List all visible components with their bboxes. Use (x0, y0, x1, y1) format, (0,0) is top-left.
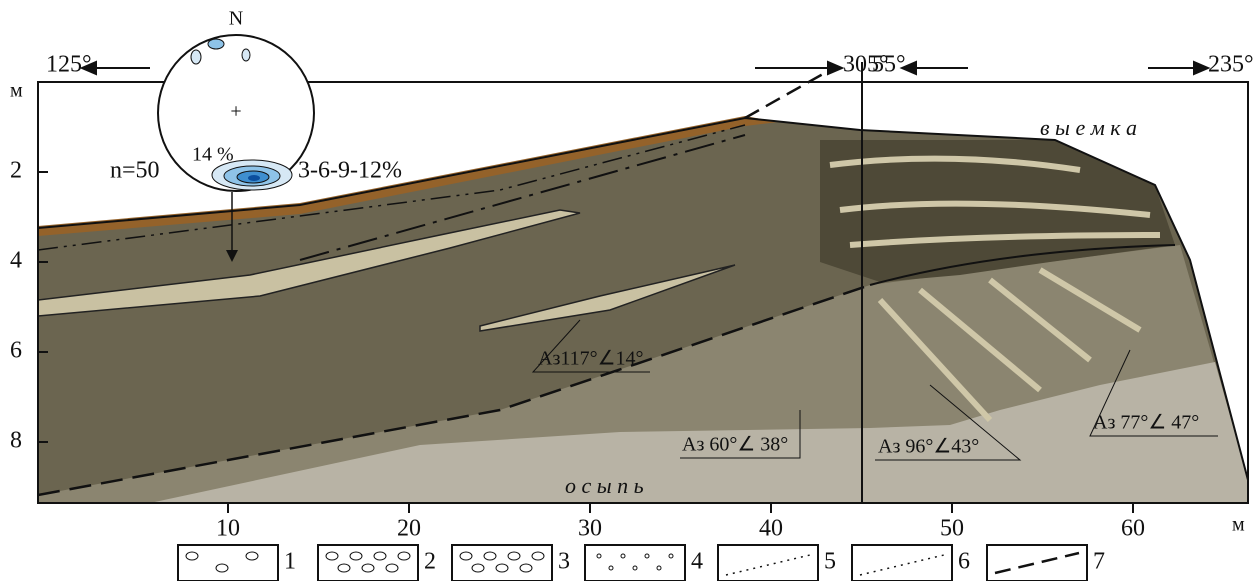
legend-swatch (852, 545, 952, 581)
measurement-label: Аз 77°∠ 47° (1093, 412, 1199, 434)
measurement-label: Аз 96°∠43° (878, 436, 979, 458)
y-tick-label: 6 (10, 338, 22, 364)
contour (248, 175, 260, 181)
x-tick-label: 60 (1121, 516, 1145, 542)
measurement-label: Аз 60°∠ 38° (682, 434, 788, 456)
legend-number: 7 (1093, 549, 1105, 575)
legend-swatch (987, 545, 1087, 581)
direction-label: 125° (46, 52, 92, 78)
direction-label: 235° (1208, 52, 1254, 78)
legend-swatch (318, 545, 418, 581)
scree-label: о с ы п ь (565, 473, 644, 498)
y-axis-unit: м (10, 80, 23, 102)
maximum-label: 14 % (192, 144, 234, 166)
legend-swatch (178, 545, 278, 581)
legend-number: 4 (691, 549, 703, 575)
legend-number: 6 (958, 549, 970, 575)
legend-swatch (718, 545, 818, 581)
legend: 1 2 3 4 5 6 7 (178, 545, 1105, 581)
y-tick-label: 4 (10, 248, 22, 274)
measurement-label: Аз117°∠14° (538, 348, 644, 370)
legend-number: 5 (824, 549, 836, 575)
direction-label: 55° (872, 52, 906, 78)
projection-line (745, 70, 830, 118)
legend-swatch (585, 545, 685, 581)
x-tick-label: 10 (216, 516, 240, 542)
y-tick-label: 8 (10, 428, 22, 454)
contour (191, 50, 201, 64)
count-label: n=50 (110, 158, 160, 184)
net-center: + (230, 101, 241, 123)
y-tick-label: 2 (10, 158, 22, 184)
contours-label: 3-6-9-12% (298, 158, 402, 184)
legend-number: 3 (558, 549, 570, 575)
section-figure: + N n=50 14 % 3-6-9-12% 125° 305° 55° 23… (0, 0, 1256, 581)
x-axis-unit: м (1232, 514, 1245, 536)
x-tick-label: 50 (940, 516, 964, 542)
page: {"compass": {"north": "N", "count": "n=5… (0, 0, 1256, 581)
x-tick-label: 20 (397, 516, 421, 542)
x-tick-label: 40 (759, 516, 783, 542)
x-tick-label: 30 (578, 516, 602, 542)
legend-number: 2 (424, 549, 436, 575)
legend-swatch (452, 545, 552, 581)
legend-number: 1 (284, 549, 296, 575)
contour (242, 49, 250, 61)
north-label: N (229, 8, 243, 30)
contour (208, 39, 224, 49)
excavation-label: в ы е м к а (1040, 115, 1137, 140)
